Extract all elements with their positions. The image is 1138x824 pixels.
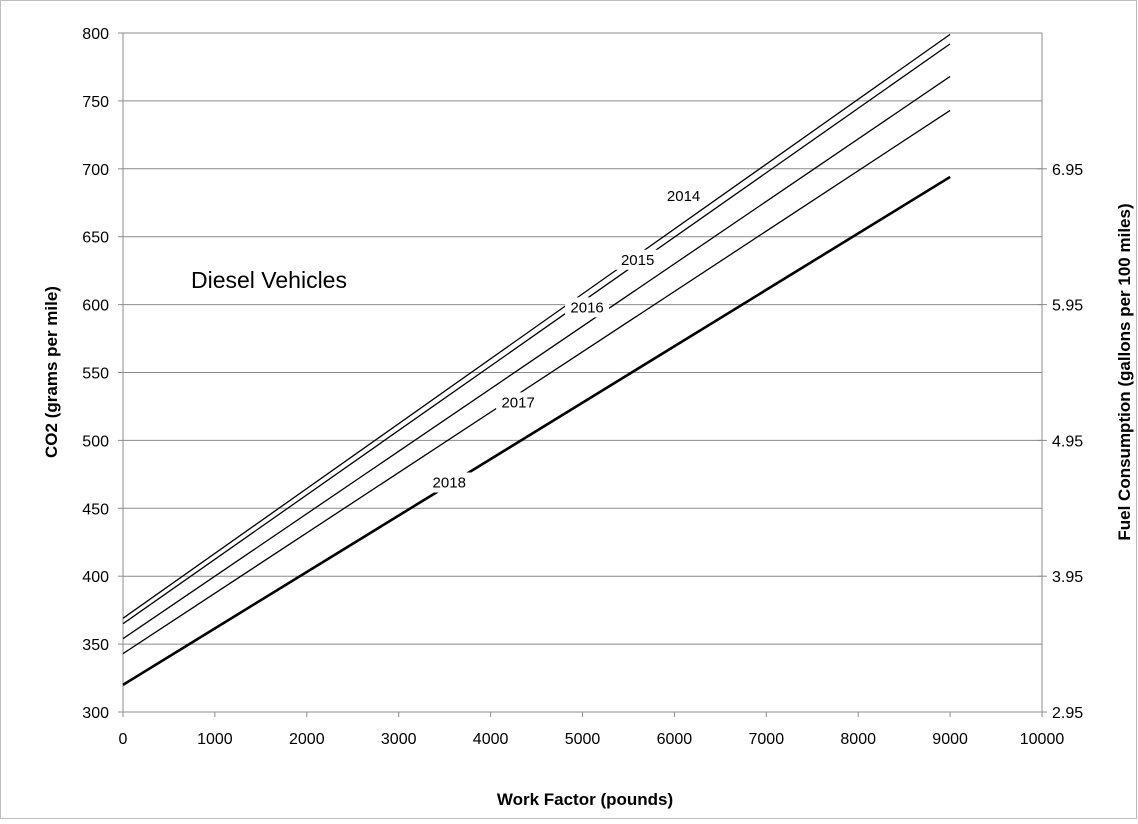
series-label-2014: 2014 (667, 188, 700, 205)
series-line-2016 (122, 75, 951, 640)
x-tick-label-6: 6000 (657, 731, 693, 748)
y-tick-label-2: 400 (82, 569, 109, 586)
x-tick-label-5: 5000 (565, 731, 601, 748)
x-tick-label-10: 10000 (1020, 731, 1065, 748)
y-tick-label-8: 700 (82, 162, 109, 179)
y-tick-label-5: 550 (82, 366, 109, 383)
series-line-2018 (122, 175, 951, 686)
series-label-bg-2016 (565, 297, 610, 318)
series-label-2015: 2015 (621, 252, 654, 269)
y2-tick-label-1: 3.95 (1052, 569, 1083, 586)
series-line-2017 (122, 109, 951, 655)
y-tick-label-6: 600 (82, 298, 109, 315)
y-tick-label-7: 650 (82, 230, 109, 247)
series-label-bg-2018 (427, 472, 472, 493)
y-axis-title: CO2 (grams per mile) (42, 286, 61, 458)
y2-axis-title: Fuel Consumption (gallons per 100 miles) (1115, 203, 1134, 540)
series-labels: 2014 2015 2016 2017 2018 (427, 185, 706, 493)
series-label-bg-2014 (661, 185, 706, 206)
x-tick-label-4: 4000 (473, 731, 509, 748)
y2-tick-label-0: 2.95 (1052, 705, 1083, 722)
x-tick-label-8: 8000 (840, 731, 876, 748)
y-tick-label-3: 450 (82, 501, 109, 518)
series-lines (122, 33, 951, 686)
x-tick-label-7: 7000 (749, 731, 785, 748)
y2-tick-label-2: 4.95 (1052, 433, 1083, 450)
x-tick-label-3: 3000 (381, 731, 417, 748)
series-label-2017: 2017 (501, 394, 534, 411)
x-tick-label-2: 2000 (289, 731, 325, 748)
x-tick-label-9: 9000 (932, 731, 968, 748)
series-label-2018: 2018 (433, 474, 466, 491)
series-line-2015 (122, 43, 951, 625)
y-tick-label-9: 750 (82, 94, 109, 111)
chart-annotation: Diesel Vehicles (191, 267, 347, 293)
x-tick-label-1: 1000 (197, 731, 233, 748)
y2-tick-label-4: 6.95 (1052, 162, 1083, 179)
series-label-bg-2015 (615, 249, 660, 270)
x-axis-title: Work Factor (pounds) (497, 790, 673, 809)
series-label-bg-2017 (496, 392, 541, 413)
y-tick-label-4: 500 (82, 433, 109, 450)
y-tick-label-10: 800 (82, 26, 109, 43)
y-tick-label-1: 350 (82, 637, 109, 654)
series-line-2014 (122, 33, 951, 619)
x-tick-label-0: 0 (119, 731, 128, 748)
series-label-2016: 2016 (570, 299, 603, 316)
y-tick-label-0: 300 (82, 705, 109, 722)
y2-tick-label-3: 5.95 (1052, 298, 1083, 315)
